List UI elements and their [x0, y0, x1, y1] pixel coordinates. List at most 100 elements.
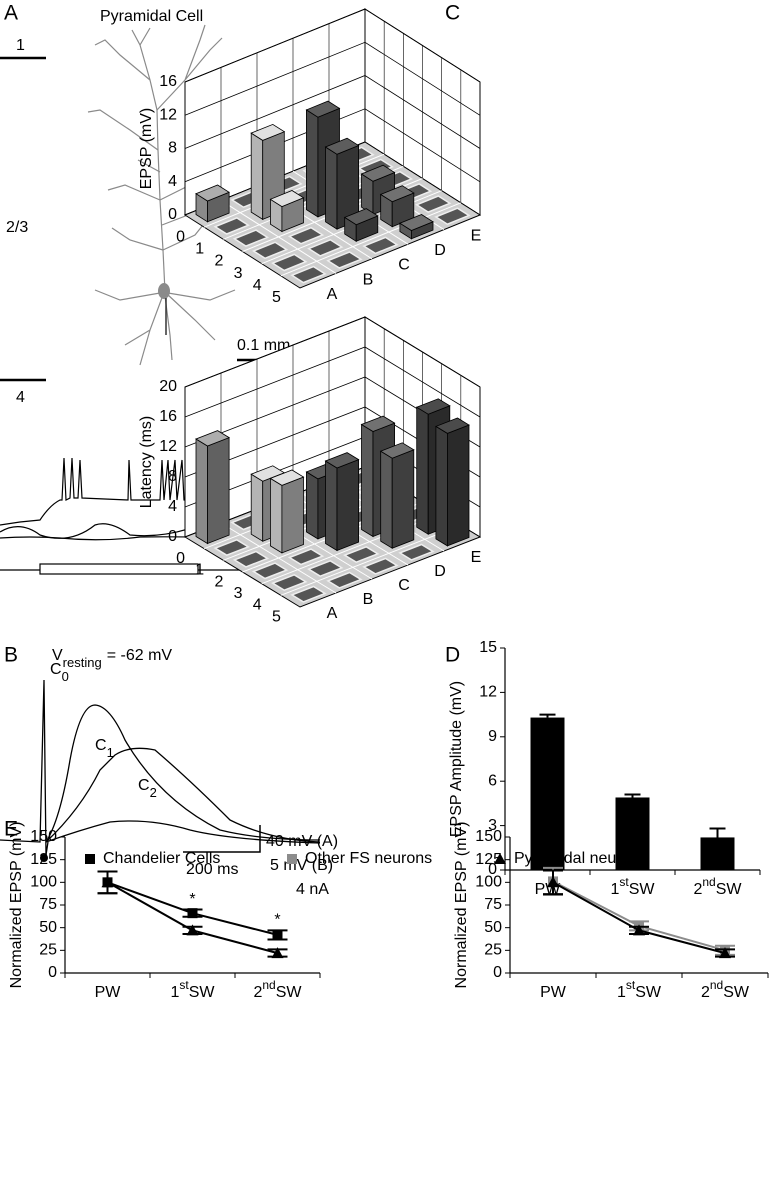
- label-part: SW: [716, 881, 743, 898]
- x-tick-label: 5: [272, 289, 281, 306]
- subscript: resting: [63, 655, 102, 670]
- x-tick-label: PW: [95, 984, 122, 1001]
- x-tick-label: 1stSW: [170, 978, 215, 1001]
- bar-3d: [379, 185, 415, 228]
- bar-front: [305, 109, 319, 218]
- marker: [186, 924, 199, 936]
- base: C: [50, 661, 62, 678]
- empty-cell: [232, 229, 270, 247]
- bar: [530, 717, 565, 870]
- x-tick-label: 2: [214, 573, 223, 590]
- depth-tick-label: C: [398, 577, 410, 594]
- y-tick-label: 25: [484, 942, 502, 959]
- label-part: SW: [189, 984, 216, 1001]
- marker: [547, 876, 559, 888]
- bar-front: [380, 450, 393, 549]
- empty-cell: [287, 226, 325, 245]
- trace-label: C2: [138, 777, 157, 800]
- x-tick-label: 1: [195, 562, 204, 579]
- trace-label: C0: [50, 661, 69, 684]
- x-tick-label: 4: [253, 277, 262, 294]
- grid-line: [184, 8, 481, 83]
- bar-front: [435, 425, 448, 547]
- y-tick-label: 75: [484, 896, 502, 913]
- y-tick-label: 3: [488, 817, 497, 834]
- bar-top: [379, 185, 415, 203]
- y-tick-label: 12: [159, 106, 177, 123]
- error-bar: [539, 713, 556, 718]
- marker: [272, 929, 283, 940]
- label-part: SW: [723, 984, 750, 1001]
- y-tick-label: 8: [168, 468, 177, 485]
- bar-top: [195, 430, 230, 447]
- empty-cell: [251, 241, 289, 260]
- bar-3d: [195, 430, 230, 545]
- bar-front: [250, 473, 264, 542]
- bar-top: [195, 184, 230, 202]
- grid-line: [184, 346, 481, 418]
- depth-tick-label: A: [327, 286, 338, 303]
- bar-front: [361, 423, 374, 538]
- bar-side: [281, 476, 304, 554]
- legend-label: Chandelier Cells: [103, 850, 220, 867]
- y-tick-label: 0: [48, 964, 57, 981]
- bar-side: [207, 437, 230, 545]
- label-part: 2: [253, 984, 262, 1001]
- bar-top: [360, 164, 396, 182]
- y-tick-label: 50: [484, 919, 502, 936]
- bar-top: [379, 442, 415, 459]
- bar-top: [399, 214, 434, 231]
- resting-potential: Vresting = -62 mV: [52, 647, 172, 670]
- error-bar: [709, 827, 726, 838]
- legend-label: Other FS neurons: [305, 850, 432, 867]
- y-tick-label: 0: [168, 206, 177, 223]
- label-part: 1: [170, 984, 179, 1001]
- y-tick-label: 50: [39, 919, 57, 936]
- legend: Chandelier Cells Other FS neurons Pyrami…: [103, 850, 647, 867]
- stim-marker: [40, 854, 48, 862]
- label-part: SW: [635, 984, 662, 1001]
- y-tick-label: 75: [39, 896, 57, 913]
- depth-tick-label: B: [363, 271, 374, 288]
- x-tick-label: 2ndSW: [693, 875, 742, 898]
- label-sup: st: [626, 978, 636, 992]
- depth-tick-label: C: [398, 257, 410, 274]
- empty-cell: [251, 562, 289, 580]
- empty-cell: [290, 265, 327, 284]
- bar-3d: [324, 452, 360, 552]
- label-sup: st: [619, 875, 629, 889]
- y-tick-label: 4: [168, 173, 177, 190]
- bar-3d: [379, 442, 415, 549]
- y-tick-label: 0: [493, 964, 502, 981]
- empty-cell: [398, 543, 435, 561]
- y-tick-label: 12: [479, 684, 497, 701]
- empty-cell: [326, 251, 363, 269]
- bar-top: [324, 452, 360, 469]
- depth-tick-label: E: [471, 549, 482, 566]
- x-tick-label: 3: [234, 265, 243, 282]
- empty-cell: [287, 548, 325, 566]
- y-tick-label: 150: [475, 828, 502, 845]
- grid-line: [184, 316, 481, 388]
- bar-top: [250, 123, 286, 141]
- marker: [101, 876, 114, 888]
- bar: [700, 837, 735, 870]
- epsp-traces: [0, 679, 321, 856]
- base: C: [95, 737, 107, 754]
- error-bar: [624, 793, 641, 798]
- empty-cell: [290, 585, 327, 603]
- y-tick-label: 12: [159, 438, 177, 455]
- panel-label: A: [4, 2, 18, 25]
- depth-tick-label: E: [471, 228, 482, 245]
- bar-front: [325, 460, 338, 552]
- bar-top: [343, 208, 379, 226]
- y-axis-label: Normalized EPSP (mV): [453, 822, 470, 989]
- panel-label: D: [445, 644, 460, 667]
- x-tick-label: 3: [234, 585, 243, 602]
- label-part: SW: [629, 881, 656, 898]
- y-tick-label: 15: [479, 639, 497, 656]
- depth-tick-label: D: [434, 563, 446, 580]
- sub: 1: [107, 745, 114, 760]
- bar-3d: [269, 190, 305, 233]
- panel-label: C: [445, 2, 460, 25]
